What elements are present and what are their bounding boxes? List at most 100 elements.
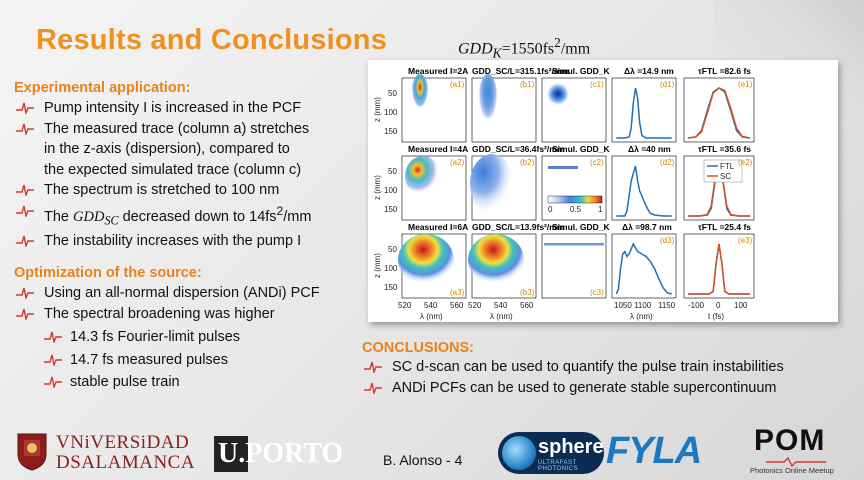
svg-text:(d1): (d1)	[660, 80, 675, 89]
pulse-bullet-icon	[16, 235, 34, 247]
trace-blob-a1	[411, 74, 429, 118]
x-axis-label-e: t (fs)	[708, 312, 724, 321]
x-axis-label-b: λ (nm)	[490, 312, 513, 321]
title-d3: Δλ =98.7 nm	[622, 222, 672, 232]
logo-pom: POM Photonics Online Meetup	[750, 424, 834, 475]
list-item: ANDi PCFs can be used to generate stable…	[362, 378, 862, 399]
svg-text:(e3): (e3)	[738, 236, 753, 245]
svg-text:100: 100	[384, 264, 398, 273]
title-b3: GDD_SC/L=13.9fs²/mm	[472, 222, 565, 232]
slide-title: Results and Conclusions	[36, 24, 388, 56]
title-d2: Δλ =40 nm	[628, 144, 671, 154]
svg-text:(a2): (a2)	[450, 158, 465, 167]
x-axis-label-d: λ (nm)	[630, 312, 653, 321]
pulse-bullet-icon	[16, 205, 34, 217]
legend-ftl: FTL	[720, 162, 735, 171]
svg-text:560: 560	[450, 301, 464, 310]
bottom-axes: 520 540 560 520 540 560 1050 1100 1150 -…	[398, 301, 748, 321]
figure-row-3	[398, 233, 755, 299]
title-c3: Simul. GDD_K	[552, 222, 610, 232]
pulse-bullet-icon	[16, 123, 34, 135]
svg-text:520: 520	[468, 301, 482, 310]
title-e3: τFTL =25.4 fs	[698, 222, 751, 232]
list-item: Pump intensity I is increased in the PCF	[14, 98, 364, 119]
list-item: The measured trace (column a) stretches i…	[14, 119, 364, 181]
title-a1: Measured I=2A	[408, 66, 468, 76]
pulse-bullet-icon	[16, 184, 34, 196]
colorbar-tick-0: 0	[548, 205, 553, 214]
pulse-bullet-icon	[44, 377, 62, 389]
salamanca-seal-icon	[17, 433, 47, 471]
svg-text:1050: 1050	[614, 301, 632, 310]
figure-panel: 0 0.5 1 FTL SC Measured I=2A GDD_SC/L=31…	[368, 60, 838, 322]
svg-text:(a1): (a1)	[450, 80, 465, 89]
panel-titles: Measured I=2A GDD_SC/L=315.1fs²/mm Simul…	[408, 66, 751, 232]
sub-list-item: 14.7 fs measured pulses	[14, 350, 364, 371]
colorbar	[547, 195, 603, 204]
gdd-k-formula: GDDK=1550fs2/mm	[458, 35, 591, 61]
svg-text:-100: -100	[688, 301, 705, 310]
pulse-bullet-icon	[16, 102, 34, 114]
z-axis-label-3: z (mm)	[373, 253, 382, 278]
sub-list-item: 14.3 fs Fourier-limit pulses	[14, 327, 364, 348]
title-e2: τFTL =35.6 fs	[698, 144, 751, 154]
svg-text:0: 0	[716, 301, 721, 310]
z-axis-label-2: z (mm)	[373, 175, 382, 200]
title-e1: τFTL =82.6 fs	[698, 66, 751, 76]
logo-salamanca: VNiVERSiDAD DSALAMANCA	[14, 430, 195, 474]
pulse-bullet-icon	[364, 361, 382, 373]
list-item: Using an all-normal dispersion (ANDi) PC…	[14, 283, 364, 304]
svg-text:(c2): (c2)	[590, 158, 604, 167]
pulse-bullet-icon	[16, 288, 34, 300]
svg-text:560: 560	[520, 301, 534, 310]
svg-text:150: 150	[384, 283, 398, 292]
list-item-gdd: The GDDSC decreased down to 14fs2/mm	[14, 201, 364, 231]
pom-wave-icon	[766, 457, 826, 467]
svg-text:(e2): (e2)	[738, 158, 753, 167]
x-axis-label-a: λ (nm)	[420, 312, 443, 321]
section-heading-experimental: Experimental application:	[14, 80, 191, 96]
results-figure: 0 0.5 1 FTL SC Measured I=2A GDD_SC/L=31…	[373, 66, 755, 321]
title-d1: Δλ =14.9 nm	[624, 66, 674, 76]
trace-blob-b1	[478, 74, 498, 134]
svg-text:(b2): (b2)	[520, 158, 535, 167]
svg-text:(b3): (b3)	[520, 288, 535, 297]
svg-text:150: 150	[384, 127, 398, 136]
colorbar-tick-2: 1	[598, 205, 603, 214]
svg-text:50: 50	[388, 245, 397, 254]
logo-sphere: sphere ULTRAFAST PHOTONICS	[498, 432, 604, 474]
list-item: SC d-scan can be used to quantify the pu…	[362, 357, 862, 378]
svg-text:1150: 1150	[658, 301, 676, 310]
figure-row-2	[401, 154, 755, 221]
svg-text:540: 540	[424, 301, 438, 310]
logo-fyla: FYLA	[606, 430, 702, 472]
trace-line-c2	[548, 166, 578, 169]
trace-blob-b2	[470, 154, 514, 214]
pulse-sc-line-3	[687, 243, 751, 295]
pulse-bullet-icon	[44, 332, 62, 344]
title-b1: GDD_SC/L=315.1fs²/mm	[472, 66, 570, 76]
svg-text:(a3): (a3)	[450, 288, 465, 297]
title-c1: Simul. GDD_K	[552, 66, 610, 76]
conclusions-heading: CONCLUSIONS:	[362, 340, 474, 356]
spectrum-line-1	[616, 87, 672, 139]
sub-list-item: stable pulse train	[14, 372, 364, 393]
section-heading-optimization: Optimization of the source:	[14, 265, 202, 282]
svg-text:(c3): (c3)	[590, 288, 604, 297]
spectrum-line-3	[615, 242, 672, 295]
svg-text:100: 100	[384, 108, 398, 117]
svg-text:100: 100	[384, 186, 398, 195]
title-a2: Measured I=4A	[408, 144, 468, 154]
trace-line-c3	[544, 243, 604, 246]
legend-sc: SC	[720, 172, 731, 181]
sphere-globe-icon	[502, 436, 536, 470]
svg-text:(e1): (e1)	[738, 80, 753, 89]
spectrum-line-2	[616, 165, 672, 217]
logo-uporto: U.PORTO	[214, 436, 364, 472]
spectrum-axes-d3	[611, 233, 677, 299]
svg-text:50: 50	[388, 167, 397, 176]
svg-text:540: 540	[494, 301, 508, 310]
z-axis-label-1: z (mm)	[373, 97, 382, 122]
pulse-sc-line-1	[687, 87, 751, 139]
title-a3: Measured I=6A	[408, 222, 468, 232]
